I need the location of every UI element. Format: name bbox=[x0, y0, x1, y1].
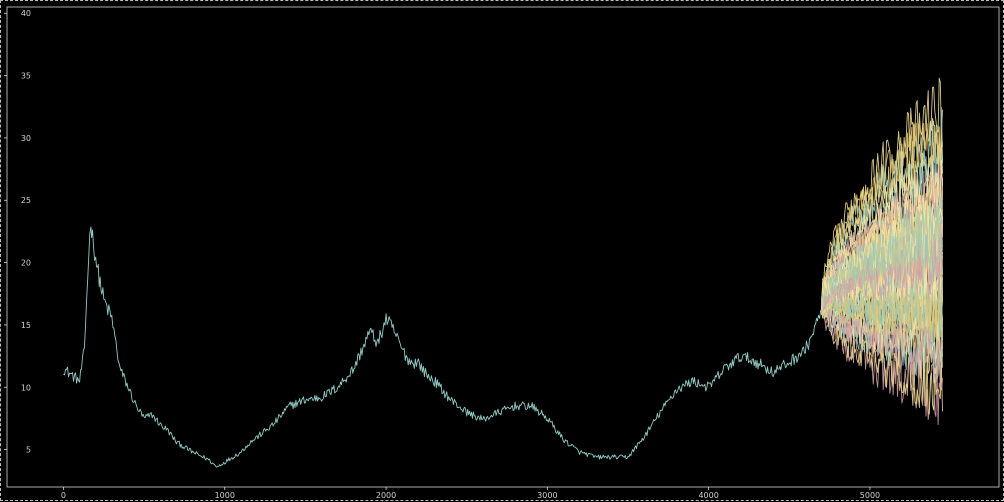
y-tick-label: 30 bbox=[21, 134, 31, 143]
y-tick-label: 15 bbox=[21, 321, 31, 330]
x-tick-label: 3000 bbox=[537, 491, 557, 500]
y-tick-label: 20 bbox=[21, 259, 31, 268]
x-axis-ticks: 0 1000 2000 3000 4000 5000 bbox=[61, 487, 880, 500]
simulation-line bbox=[821, 159, 943, 309]
y-tick-label: 5 bbox=[26, 446, 31, 455]
simulation-paths bbox=[821, 77, 943, 426]
x-tick-label: 1000 bbox=[215, 491, 235, 500]
y-tick-label: 10 bbox=[21, 383, 31, 392]
plot-area-frame bbox=[6, 6, 1000, 488]
simulation-line bbox=[821, 122, 943, 315]
simulation-line bbox=[821, 204, 943, 307]
chart-axes bbox=[6, 6, 1000, 488]
x-tick-label: 4000 bbox=[698, 491, 718, 500]
x-tick-label: 0 bbox=[61, 491, 66, 500]
historical-series bbox=[63, 226, 823, 468]
y-tick-label: 40 bbox=[21, 9, 31, 18]
y-tick-label: 25 bbox=[21, 196, 31, 205]
x-tick-label: 2000 bbox=[376, 491, 396, 500]
y-axis-ticks: 5 10 15 20 25 30 35 40 bbox=[4, 9, 31, 455]
x-tick-label: 5000 bbox=[860, 491, 880, 500]
simulation-line bbox=[821, 304, 943, 415]
simulation-line bbox=[821, 303, 943, 388]
historical-line bbox=[63, 226, 823, 468]
y-tick-label: 35 bbox=[21, 72, 31, 81]
